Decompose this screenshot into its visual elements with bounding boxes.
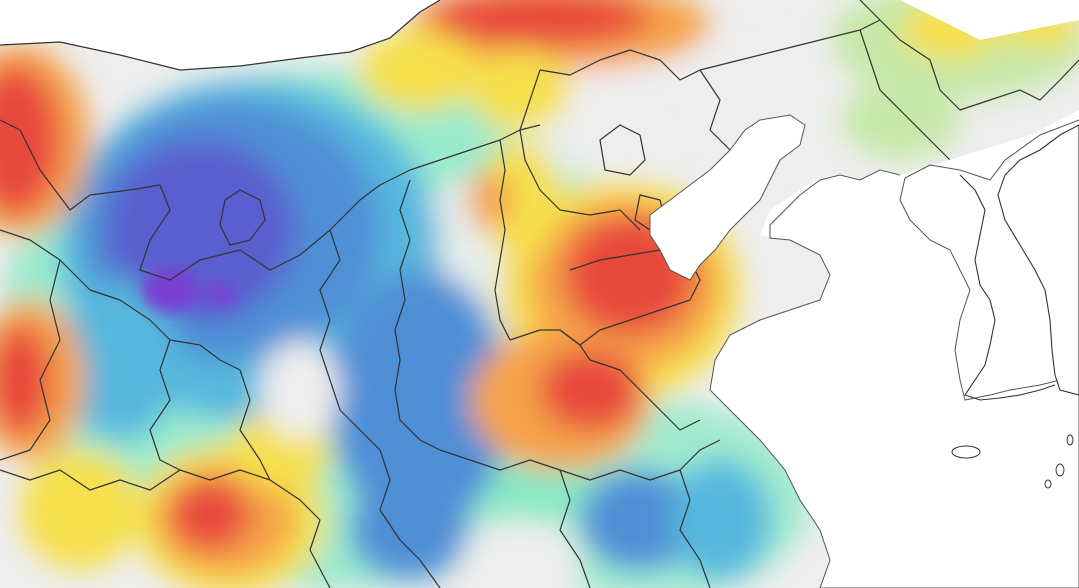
border-hubei-anhui (559, 469, 591, 588)
border-nm-east (539, 19, 881, 81)
seas (649, 114, 1079, 588)
border-shanxi-west (394, 179, 441, 451)
border-qinghai-west (0, 259, 61, 461)
border-henan-north (509, 329, 701, 431)
border-qinghai (0, 229, 241, 371)
border-shaanxi-south (239, 369, 271, 481)
island-small-3 (1066, 434, 1074, 446)
border-beijing (599, 124, 646, 176)
border-anhui-jiangsu (679, 469, 711, 588)
island-small-1 (1055, 463, 1065, 477)
border-jilin (859, 29, 951, 161)
border-shandong (559, 249, 701, 346)
border-ningxia (219, 189, 266, 246)
border-gansu-nm (0, 119, 541, 281)
border-shanxi-east (494, 139, 511, 341)
border-hebei (519, 69, 641, 231)
border-gansu-south (149, 339, 181, 471)
border-sichuan-hubei (379, 449, 441, 588)
island-small-2 (1044, 479, 1052, 489)
bohai-sea (649, 114, 806, 281)
korea-east-coast (997, 124, 1079, 396)
yellow-sea (709, 119, 1079, 588)
national-border-north (0, 0, 441, 71)
islands (951, 434, 1074, 489)
korean-peninsula (959, 124, 1079, 401)
national-border-northeast (859, 0, 1079, 111)
border-henan-south (439, 439, 721, 481)
korea-west-coast (959, 174, 1056, 401)
border-sichuan-north (0, 469, 331, 588)
jeju-island (951, 445, 981, 459)
border-shaanxi (319, 229, 381, 451)
